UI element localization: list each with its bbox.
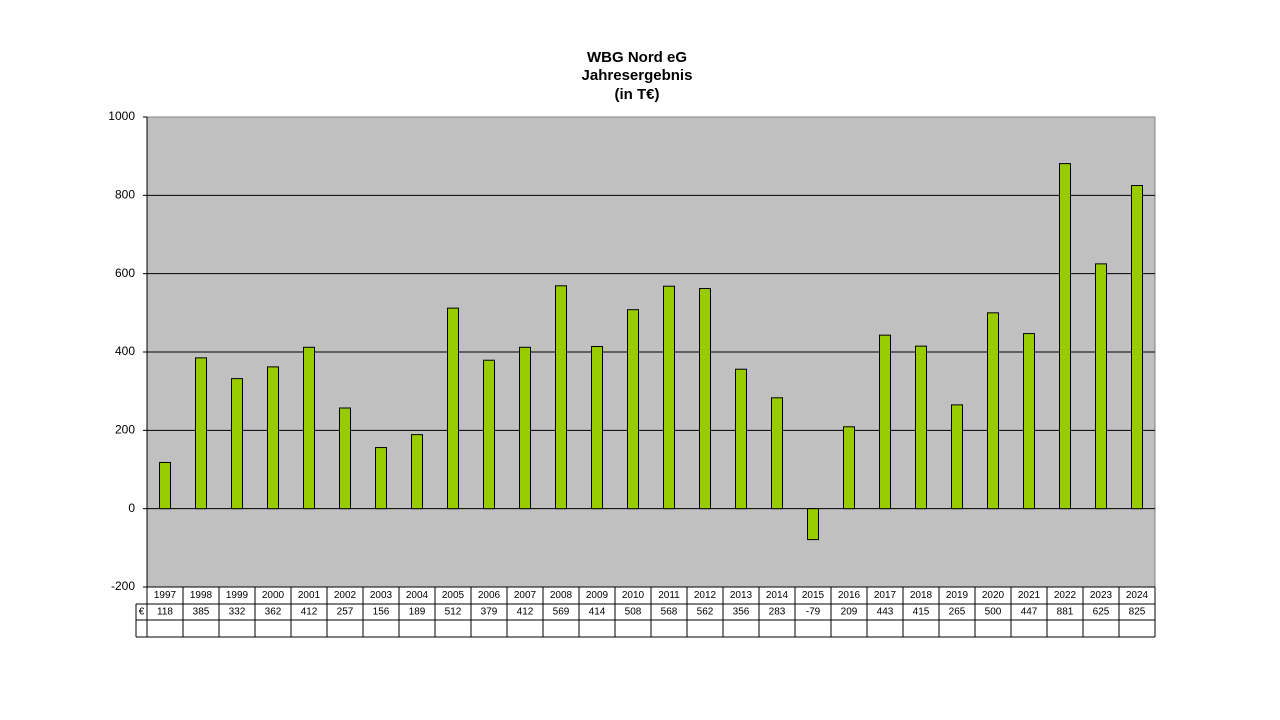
table-value: 283 xyxy=(769,607,786,618)
x-tick-label: 2018 xyxy=(910,590,933,601)
bar xyxy=(663,285,675,510)
x-tick-label: 2008 xyxy=(550,590,573,601)
table-value: 118 xyxy=(157,607,173,618)
y-tick-label: 400 xyxy=(115,344,135,358)
bar xyxy=(843,426,855,510)
bar xyxy=(879,334,891,510)
bar xyxy=(627,309,639,510)
chart-title: WBG Nord eG xyxy=(587,49,687,66)
bar xyxy=(339,407,351,510)
y-tick-label: -200 xyxy=(111,579,135,593)
x-tick-label: 2017 xyxy=(874,590,897,601)
table-value: 265 xyxy=(949,607,966,618)
bar xyxy=(987,312,999,510)
table-value: 568 xyxy=(661,607,678,618)
bar xyxy=(375,447,387,510)
y-tick-label: 600 xyxy=(115,266,135,280)
x-tick-label: 2002 xyxy=(334,590,357,601)
bar xyxy=(159,461,171,510)
bar xyxy=(1059,163,1071,510)
table-value: 825 xyxy=(1129,607,1146,618)
table-value: 508 xyxy=(625,607,642,618)
x-tick-label: 2020 xyxy=(982,590,1005,601)
series-label: € xyxy=(139,607,145,618)
x-tick-label: 2023 xyxy=(1090,590,1113,601)
table-value: 415 xyxy=(913,607,930,618)
bar xyxy=(807,508,819,541)
bar xyxy=(771,397,783,510)
x-tick-label: 2010 xyxy=(622,590,645,601)
table-value: 881 xyxy=(1057,607,1074,618)
table-value: 569 xyxy=(553,607,570,618)
table-value: 332 xyxy=(229,607,246,618)
table-value: 209 xyxy=(841,607,858,618)
table-value: 562 xyxy=(697,607,714,618)
table-value: 443 xyxy=(877,607,894,618)
table-value: 385 xyxy=(193,607,210,618)
bar xyxy=(591,346,603,510)
bar xyxy=(195,357,207,510)
x-tick-label: 2022 xyxy=(1054,590,1077,601)
y-tick-label: 1000 xyxy=(108,109,135,123)
x-tick-label: 2015 xyxy=(802,590,825,601)
x-tick-label: 2012 xyxy=(694,590,717,601)
bar xyxy=(303,346,315,510)
table-value: 512 xyxy=(445,607,462,618)
y-tick-label: 200 xyxy=(115,423,135,437)
table-value: 412 xyxy=(517,607,534,618)
x-tick-label: 2004 xyxy=(406,590,429,601)
bar xyxy=(735,368,747,510)
x-tick-label: 2001 xyxy=(298,590,321,601)
x-tick-label: 2006 xyxy=(478,590,501,601)
chart-title: Jahresergebnis xyxy=(582,67,693,84)
x-tick-label: 2000 xyxy=(262,590,285,601)
table-value: 189 xyxy=(409,607,426,618)
table-value: 257 xyxy=(337,607,354,618)
table-value: 625 xyxy=(1093,607,1110,618)
x-tick-label: 2014 xyxy=(766,590,789,601)
x-tick-label: 2013 xyxy=(730,590,753,601)
bar xyxy=(555,285,567,510)
x-tick-label: 2005 xyxy=(442,590,465,601)
bar xyxy=(447,307,459,510)
x-tick-label: 1998 xyxy=(190,590,213,601)
table-value: 356 xyxy=(733,607,750,618)
table-value: -79 xyxy=(806,607,821,618)
table-value: 379 xyxy=(481,607,498,618)
y-tick-label: 0 xyxy=(128,501,135,515)
table-value: 447 xyxy=(1021,607,1038,618)
x-tick-label: 2007 xyxy=(514,590,537,601)
x-tick-label: 1997 xyxy=(154,590,177,601)
chart-title: (in T€) xyxy=(615,86,660,103)
x-tick-label: 2011 xyxy=(658,590,680,601)
bar xyxy=(699,288,711,510)
x-tick-label: 2016 xyxy=(838,590,861,601)
bar xyxy=(411,434,423,510)
x-tick-label: 2021 xyxy=(1018,590,1041,601)
table-value: 156 xyxy=(373,607,390,618)
x-tick-label: 2024 xyxy=(1126,590,1149,601)
x-tick-label: 2003 xyxy=(370,590,393,601)
x-tick-label: 1999 xyxy=(226,590,249,601)
bar xyxy=(1023,333,1035,510)
x-tick-label: 2019 xyxy=(946,590,969,601)
y-tick-label: 800 xyxy=(115,188,135,202)
table-value: 412 xyxy=(301,607,318,618)
x-tick-label: 2009 xyxy=(586,590,609,601)
bar xyxy=(915,345,927,510)
bar xyxy=(1131,185,1143,510)
table-value: 362 xyxy=(265,607,282,618)
bar xyxy=(519,346,531,510)
table-value: 500 xyxy=(985,607,1002,618)
bar xyxy=(1095,263,1107,510)
bar xyxy=(231,378,243,510)
bar xyxy=(267,366,279,510)
bar xyxy=(951,404,963,510)
bar xyxy=(483,359,495,510)
table-value: 414 xyxy=(589,607,606,618)
